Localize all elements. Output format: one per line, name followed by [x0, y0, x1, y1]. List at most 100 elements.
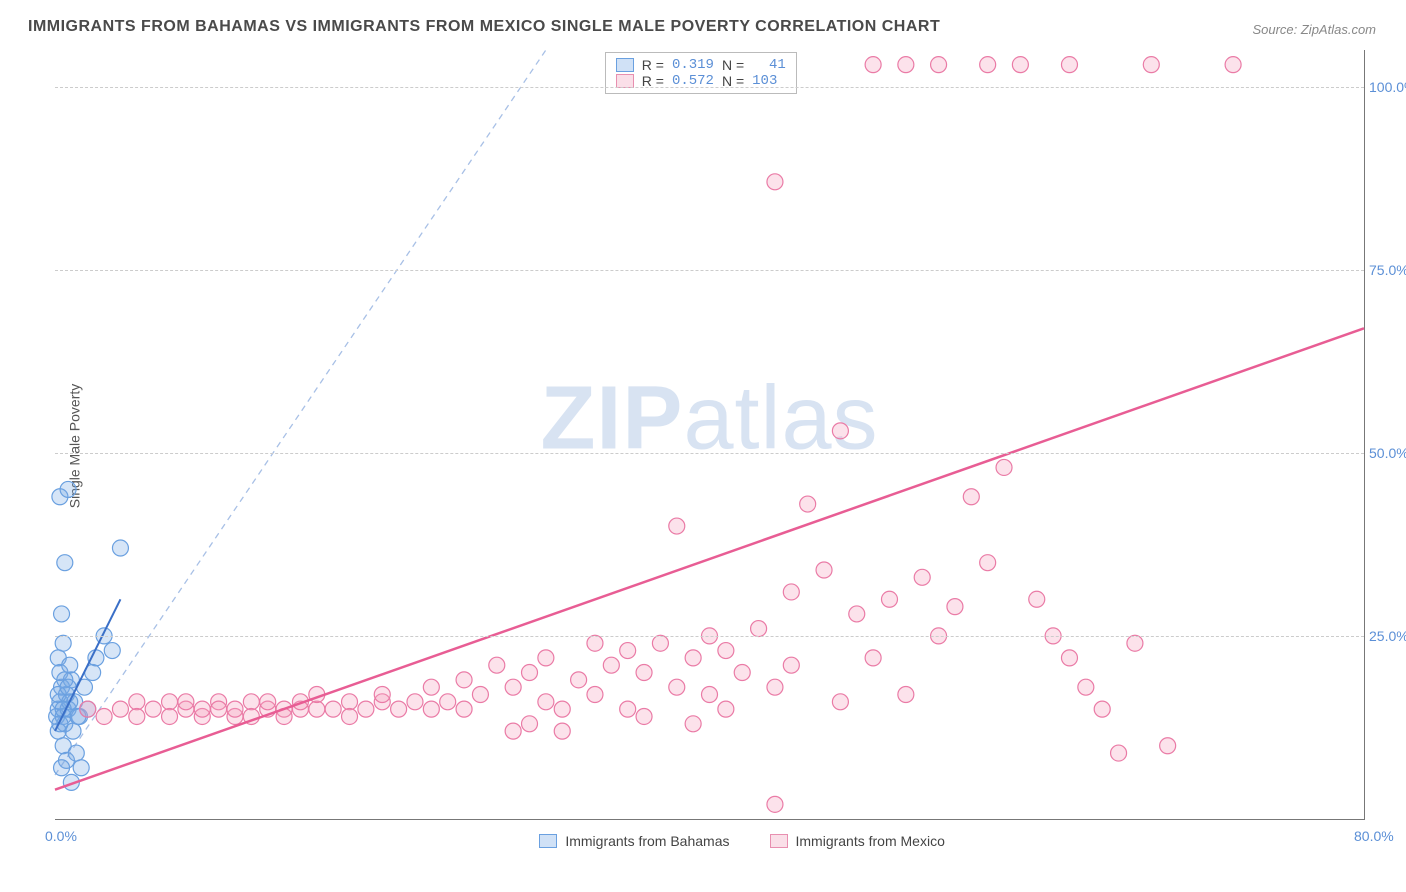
data-point-mexico — [211, 701, 227, 717]
data-point-mexico — [243, 694, 259, 710]
data-point-mexico — [1225, 57, 1241, 73]
data-point-mexico — [80, 701, 96, 717]
data-point-mexico — [1143, 57, 1159, 73]
x-tick-label: 80.0% — [1354, 828, 1394, 844]
data-point-mexico — [374, 686, 390, 702]
data-point-mexico — [767, 679, 783, 695]
plot-area: ZIPatlas R = 0.319 N = 41 R = 0.572 N = … — [55, 50, 1365, 820]
y-tick-label: 100.0% — [1369, 79, 1406, 95]
legend-item-bahamas: Immigrants from Bahamas — [539, 833, 729, 849]
data-point-mexico — [685, 650, 701, 666]
data-point-mexico — [636, 708, 652, 724]
data-point-mexico — [931, 57, 947, 73]
source-label: Source: ZipAtlas.com — [1252, 22, 1376, 37]
data-point-mexico — [358, 701, 374, 717]
data-point-mexico — [865, 650, 881, 666]
chart-title: IMMIGRANTS FROM BAHAMAS VS IMMIGRANTS FR… — [28, 18, 940, 36]
data-point-mexico — [865, 57, 881, 73]
data-point-bahamas — [104, 643, 120, 659]
plot-svg — [55, 50, 1364, 819]
data-point-bahamas — [52, 716, 68, 732]
data-point-mexico — [472, 686, 488, 702]
data-point-mexico — [669, 518, 685, 534]
data-point-bahamas — [112, 540, 128, 556]
data-point-mexico — [554, 723, 570, 739]
data-point-mexico — [767, 174, 783, 190]
data-point-mexico — [1160, 738, 1176, 754]
data-point-bahamas — [60, 481, 76, 497]
data-point-mexico — [898, 57, 914, 73]
data-point-mexico — [800, 496, 816, 512]
swatch-bahamas-icon — [539, 834, 557, 848]
swatch-mexico-icon — [770, 834, 788, 848]
data-point-mexico — [914, 569, 930, 585]
data-point-mexico — [980, 555, 996, 571]
data-point-mexico — [522, 716, 538, 732]
data-point-mexico — [669, 679, 685, 695]
y-tick-label: 50.0% — [1369, 445, 1406, 461]
data-point-mexico — [162, 694, 178, 710]
data-point-mexico — [145, 701, 161, 717]
data-point-mexico — [1061, 650, 1077, 666]
data-point-mexico — [734, 665, 750, 681]
data-point-mexico — [980, 57, 996, 73]
data-point-mexico — [832, 694, 848, 710]
gridline — [55, 453, 1364, 454]
data-point-mexico — [652, 635, 668, 651]
data-point-mexico — [96, 708, 112, 724]
data-point-mexico — [1061, 57, 1077, 73]
data-point-mexico — [767, 796, 783, 812]
data-point-bahamas — [68, 745, 84, 761]
data-point-mexico — [178, 694, 194, 710]
data-point-mexico — [947, 599, 963, 615]
data-point-mexico — [587, 635, 603, 651]
data-point-mexico — [816, 562, 832, 578]
data-point-mexico — [522, 665, 538, 681]
data-point-mexico — [636, 665, 652, 681]
data-point-mexico — [1111, 745, 1127, 761]
data-point-mexico — [538, 650, 554, 666]
data-point-mexico — [129, 694, 145, 710]
data-point-mexico — [1127, 635, 1143, 651]
y-tick-label: 25.0% — [1369, 628, 1406, 644]
data-point-mexico — [391, 701, 407, 717]
data-point-mexico — [309, 701, 325, 717]
data-point-bahamas — [73, 760, 89, 776]
data-point-mexico — [702, 686, 718, 702]
gridline — [55, 270, 1364, 271]
data-point-mexico — [963, 489, 979, 505]
gridline — [55, 87, 1364, 88]
data-point-mexico — [456, 701, 472, 717]
data-point-mexico — [505, 679, 521, 695]
data-point-mexico — [1029, 591, 1045, 607]
data-point-mexico — [996, 459, 1012, 475]
data-point-mexico — [440, 694, 456, 710]
y-tick-label: 75.0% — [1369, 262, 1406, 278]
data-point-mexico — [571, 672, 587, 688]
data-point-mexico — [538, 694, 554, 710]
data-point-mexico — [898, 686, 914, 702]
legend-item-mexico: Immigrants from Mexico — [770, 833, 945, 849]
data-point-mexico — [342, 694, 358, 710]
data-point-mexico — [260, 694, 276, 710]
gridline — [55, 636, 1364, 637]
data-point-mexico — [1094, 701, 1110, 717]
data-point-mexico — [620, 701, 636, 717]
data-point-mexico — [685, 716, 701, 732]
data-point-mexico — [456, 672, 472, 688]
data-point-mexico — [342, 708, 358, 724]
data-point-mexico — [783, 584, 799, 600]
data-point-mexico — [881, 591, 897, 607]
data-point-mexico — [587, 686, 603, 702]
data-point-mexico — [718, 701, 734, 717]
data-point-bahamas — [57, 555, 73, 571]
data-point-mexico — [554, 701, 570, 717]
legend-label-bahamas: Immigrants from Bahamas — [565, 833, 729, 849]
data-point-bahamas — [62, 657, 78, 673]
data-point-mexico — [423, 701, 439, 717]
data-point-mexico — [603, 657, 619, 673]
data-point-mexico — [1012, 57, 1028, 73]
data-point-mexico — [620, 643, 636, 659]
series-legend: Immigrants from Bahamas Immigrants from … — [539, 833, 945, 849]
data-point-mexico — [489, 657, 505, 673]
